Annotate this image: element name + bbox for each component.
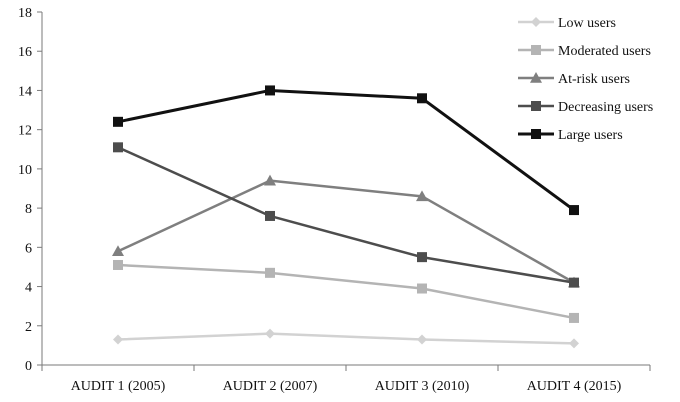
legend-swatch-marker bbox=[531, 17, 541, 27]
data-point bbox=[569, 338, 579, 349]
data-point bbox=[417, 252, 427, 263]
data-point bbox=[113, 259, 123, 270]
legend-item: Moderated users bbox=[518, 44, 651, 59]
axes: 0 2 4 6 8 10 12 14 16 18 AUDIT 1 (2005) AUDIT 2 (20… bbox=[18, 6, 651, 394]
y-tick-label: 6 bbox=[25, 241, 32, 256]
legend-label: Decreasing users bbox=[558, 100, 653, 115]
x-category-label: AUDIT 1 (2005) bbox=[71, 379, 166, 394]
legend-item: Low users bbox=[518, 16, 616, 31]
x-category-label: AUDIT 2 (2007) bbox=[223, 379, 318, 394]
data-point bbox=[265, 210, 275, 221]
data-point bbox=[113, 334, 123, 345]
legend-swatch-marker bbox=[530, 72, 542, 83]
data-point bbox=[112, 245, 124, 257]
series-line bbox=[117, 179, 575, 284]
series-layer bbox=[112, 85, 580, 349]
legend-swatch-marker bbox=[531, 101, 541, 111]
data-point bbox=[417, 334, 427, 345]
legend-item: Decreasing users bbox=[518, 100, 653, 115]
data-point bbox=[113, 142, 123, 153]
y-tick-label: 10 bbox=[18, 163, 32, 178]
series-line bbox=[117, 88, 575, 212]
data-point bbox=[265, 328, 275, 339]
legend-item: Large users bbox=[518, 128, 623, 143]
data-point bbox=[416, 190, 428, 202]
y-tick-label: 18 bbox=[18, 6, 32, 21]
legend-swatch-marker bbox=[531, 45, 541, 55]
data-point bbox=[417, 93, 427, 104]
y-tick-label: 2 bbox=[25, 320, 32, 335]
series-4 bbox=[113, 85, 579, 216]
legend-item: At-risk users bbox=[518, 72, 630, 87]
series-line bbox=[117, 332, 575, 345]
data-point bbox=[569, 205, 579, 216]
data-point bbox=[264, 174, 276, 186]
data-point bbox=[265, 85, 275, 96]
data-point bbox=[417, 283, 427, 294]
legend-label: Low users bbox=[558, 16, 616, 31]
y-tick-label: 12 bbox=[18, 124, 32, 139]
legend-label: At-risk users bbox=[558, 72, 630, 87]
data-point bbox=[113, 116, 123, 127]
series-3 bbox=[113, 142, 579, 288]
y-tick-label: 16 bbox=[18, 45, 32, 60]
series-line bbox=[117, 146, 575, 284]
legend-label: Moderated users bbox=[558, 44, 651, 59]
legend: Low users Moderated users At-risk users Dec… bbox=[518, 16, 653, 143]
legend-swatch-marker bbox=[531, 129, 541, 139]
data-point bbox=[265, 267, 275, 278]
series-2 bbox=[112, 174, 580, 288]
y-tick-label: 0 bbox=[25, 359, 32, 374]
series-line bbox=[117, 263, 575, 320]
x-category-label: AUDIT 3 (2010) bbox=[375, 379, 470, 394]
legend-label: Large users bbox=[558, 128, 623, 143]
y-tick-label: 8 bbox=[25, 202, 32, 217]
series-0 bbox=[113, 328, 579, 349]
data-point bbox=[569, 312, 579, 323]
data-point bbox=[569, 277, 579, 288]
y-tick-label: 14 bbox=[18, 84, 32, 99]
x-category-label: AUDIT 4 (2015) bbox=[527, 379, 622, 394]
y-tick-label: 4 bbox=[25, 281, 32, 296]
series-1 bbox=[113, 259, 579, 323]
